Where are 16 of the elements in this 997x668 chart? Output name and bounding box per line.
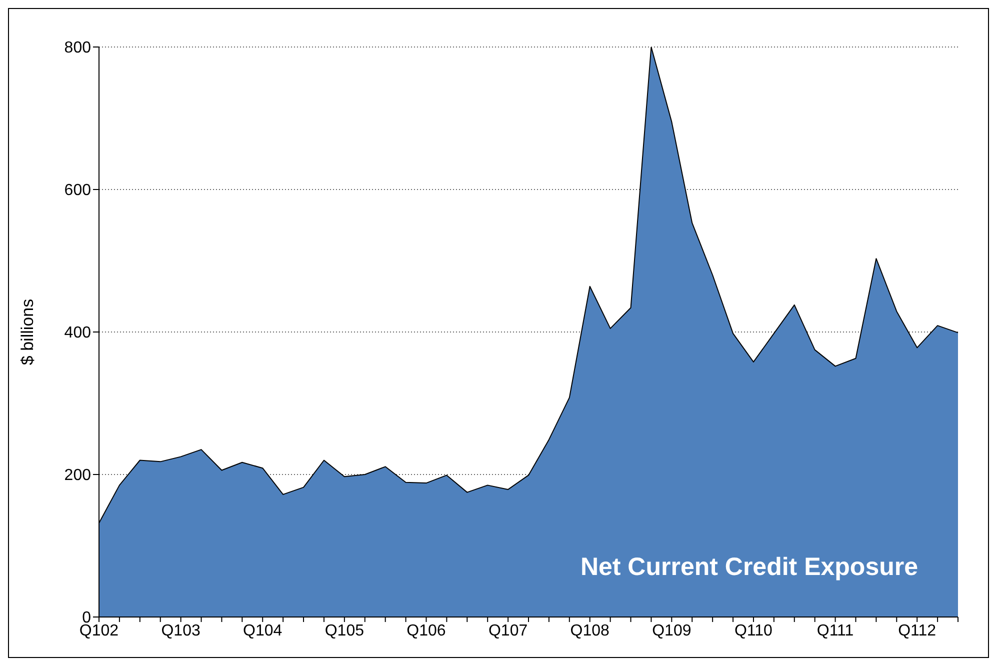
x-tick-label: Q110 <box>734 622 773 640</box>
y-tick-label: 800 <box>64 40 92 57</box>
x-tick-label: Q111 <box>816 622 854 640</box>
x-tick-label: Q112 <box>898 622 936 640</box>
x-tick-label: Q106 <box>406 622 446 640</box>
x-tick-label: Q107 <box>488 622 528 640</box>
annotation: Net Current Credit Exposure <box>580 553 918 582</box>
x-tick-label: Q108 <box>570 622 610 640</box>
x-tick-label: Q109 <box>652 622 692 640</box>
x-tick-label: Q105 <box>324 622 364 640</box>
y-tick-label: 400 <box>64 324 92 342</box>
y-axis-title: $ billions <box>18 298 38 366</box>
y-tick-label: 200 <box>64 467 92 484</box>
x-tick-label: Q104 <box>243 622 282 640</box>
y-tick-label: 600 <box>64 182 92 200</box>
x-tick-label: Q103 <box>161 622 200 640</box>
